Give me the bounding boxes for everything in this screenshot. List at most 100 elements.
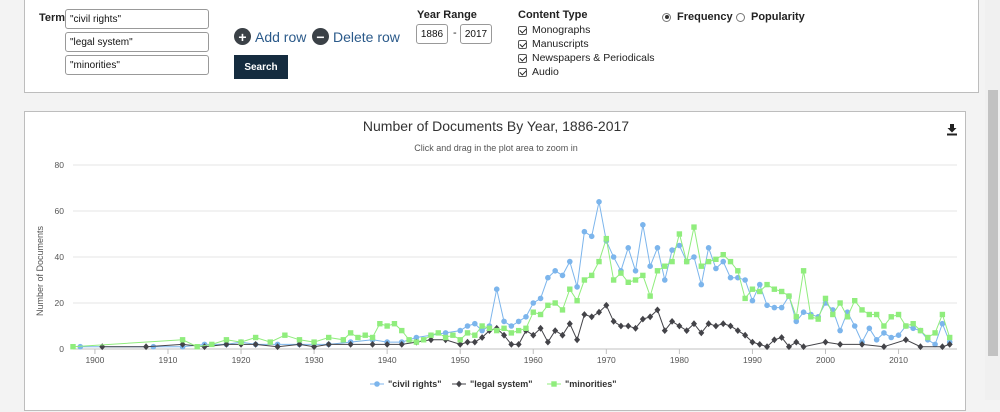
data-point-2[interactable] bbox=[420, 337, 427, 343]
data-point-1[interactable] bbox=[647, 313, 654, 321]
data-point-0[interactable] bbox=[749, 297, 756, 304]
data-point-2[interactable] bbox=[683, 258, 690, 265]
data-point-1[interactable] bbox=[859, 341, 866, 348]
data-point-1[interactable] bbox=[749, 338, 756, 346]
data-point-1[interactable] bbox=[559, 331, 566, 339]
checkbox-checked-icon[interactable] bbox=[518, 25, 527, 35]
data-point-2[interactable] bbox=[625, 279, 631, 285]
data-point-2[interactable] bbox=[610, 277, 617, 283]
scrollbar-thumb[interactable] bbox=[988, 90, 998, 356]
data-point-2[interactable] bbox=[194, 344, 200, 350]
data-point-0[interactable] bbox=[764, 302, 770, 309]
data-point-0[interactable] bbox=[515, 318, 522, 325]
data-point-0[interactable] bbox=[837, 327, 843, 334]
data-point-1[interactable] bbox=[764, 343, 771, 351]
data-point-2[interactable] bbox=[844, 314, 851, 320]
data-point-0[interactable] bbox=[888, 334, 895, 341]
data-point-1[interactable] bbox=[427, 336, 434, 344]
data-point-0[interactable] bbox=[939, 320, 946, 327]
data-point-1[interactable] bbox=[902, 336, 909, 344]
data-point-0[interactable] bbox=[698, 281, 705, 288]
data-point-0[interactable] bbox=[742, 277, 748, 283]
data-point-0[interactable] bbox=[881, 330, 887, 336]
data-point-2[interactable] bbox=[450, 332, 456, 338]
download-icon[interactable] bbox=[947, 124, 957, 136]
add-row-button[interactable]: + Add row bbox=[234, 28, 306, 45]
data-point-1[interactable] bbox=[537, 324, 544, 332]
data-point-2[interactable] bbox=[691, 224, 697, 230]
data-point-2[interactable] bbox=[662, 263, 668, 269]
data-point-1[interactable] bbox=[822, 338, 829, 346]
content-type-manuscripts[interactable]: Manuscripts bbox=[518, 38, 589, 50]
data-point-0[interactable] bbox=[910, 325, 916, 332]
data-point-0[interactable] bbox=[574, 284, 580, 290]
data-point-2[interactable] bbox=[713, 256, 719, 262]
data-point-2[interactable] bbox=[895, 311, 902, 318]
data-point-2[interactable] bbox=[457, 337, 463, 343]
data-point-2[interactable] bbox=[852, 298, 858, 304]
data-point-2[interactable] bbox=[494, 327, 500, 334]
documents-by-year-chart[interactable]: Number of Documents By Year, 1886-2017 C… bbox=[25, 112, 967, 412]
legend-marker[interactable] bbox=[551, 381, 557, 387]
data-point-2[interactable] bbox=[223, 337, 230, 343]
data-point-1[interactable] bbox=[471, 338, 478, 346]
data-point-0[interactable] bbox=[756, 281, 763, 288]
data-point-2[interactable] bbox=[311, 339, 317, 345]
data-point-1[interactable] bbox=[676, 322, 683, 330]
data-point-1[interactable] bbox=[837, 341, 844, 348]
data-point-1[interactable] bbox=[880, 343, 887, 351]
data-point-2[interactable] bbox=[479, 323, 485, 329]
data-point-1[interactable] bbox=[610, 318, 617, 325]
data-point-2[interactable] bbox=[589, 272, 595, 279]
data-point-1[interactable] bbox=[530, 331, 537, 339]
data-point-1[interactable] bbox=[566, 320, 573, 328]
data-point-1[interactable] bbox=[311, 343, 318, 351]
data-point-0[interactable] bbox=[442, 330, 449, 336]
metric-popularity[interactable]: Popularity bbox=[736, 11, 805, 23]
data-point-2[interactable] bbox=[581, 277, 588, 283]
data-point-0[interactable] bbox=[596, 199, 602, 205]
data-point-2[interactable] bbox=[640, 272, 646, 279]
data-point-0[interactable] bbox=[537, 295, 544, 302]
data-point-2[interactable] bbox=[472, 332, 478, 338]
data-point-2[interactable] bbox=[618, 270, 624, 276]
data-point-0[interactable] bbox=[501, 318, 507, 325]
data-point-2[interactable] bbox=[888, 314, 894, 320]
data-point-2[interactable] bbox=[603, 235, 610, 242]
data-point-1[interactable] bbox=[508, 341, 515, 348]
data-point-2[interactable] bbox=[391, 321, 398, 327]
data-point-2[interactable] bbox=[377, 321, 383, 327]
data-point-2[interactable] bbox=[735, 268, 741, 274]
data-point-2[interactable] bbox=[347, 330, 354, 336]
data-point-0[interactable] bbox=[588, 233, 595, 240]
data-point-0[interactable] bbox=[566, 258, 573, 265]
data-point-2[interactable] bbox=[764, 281, 770, 288]
data-point-1[interactable] bbox=[785, 343, 792, 351]
data-point-1[interactable] bbox=[917, 343, 924, 351]
data-point-1[interactable] bbox=[771, 336, 778, 344]
data-point-2[interactable] bbox=[910, 321, 916, 327]
data-point-0[interactable] bbox=[530, 300, 537, 306]
data-point-2[interactable] bbox=[340, 337, 347, 343]
checkbox-checked-icon[interactable] bbox=[518, 39, 527, 49]
data-point-2[interactable] bbox=[632, 277, 639, 283]
data-point-2[interactable] bbox=[508, 330, 515, 336]
data-point-1[interactable] bbox=[939, 343, 946, 351]
data-point-1[interactable] bbox=[632, 324, 639, 332]
data-point-2[interactable] bbox=[369, 334, 376, 341]
data-point-1[interactable] bbox=[588, 313, 595, 321]
data-point-0[interactable] bbox=[676, 242, 683, 249]
data-point-1[interactable] bbox=[457, 341, 464, 348]
metric-frequency[interactable]: Frequency bbox=[662, 11, 733, 23]
data-point-0[interactable] bbox=[508, 323, 515, 329]
data-point-2[interactable] bbox=[903, 323, 909, 329]
data-point-0[interactable] bbox=[771, 304, 778, 311]
data-point-1[interactable] bbox=[742, 331, 749, 339]
year-to-input[interactable] bbox=[460, 24, 492, 44]
data-point-0[interactable] bbox=[932, 341, 938, 348]
data-point-2[interactable] bbox=[267, 339, 273, 345]
legend-item-0[interactable]: "civil rights" bbox=[370, 379, 442, 389]
data-point-2[interactable] bbox=[559, 307, 566, 313]
data-point-2[interactable] bbox=[881, 323, 887, 329]
data-point-1[interactable] bbox=[179, 341, 186, 348]
